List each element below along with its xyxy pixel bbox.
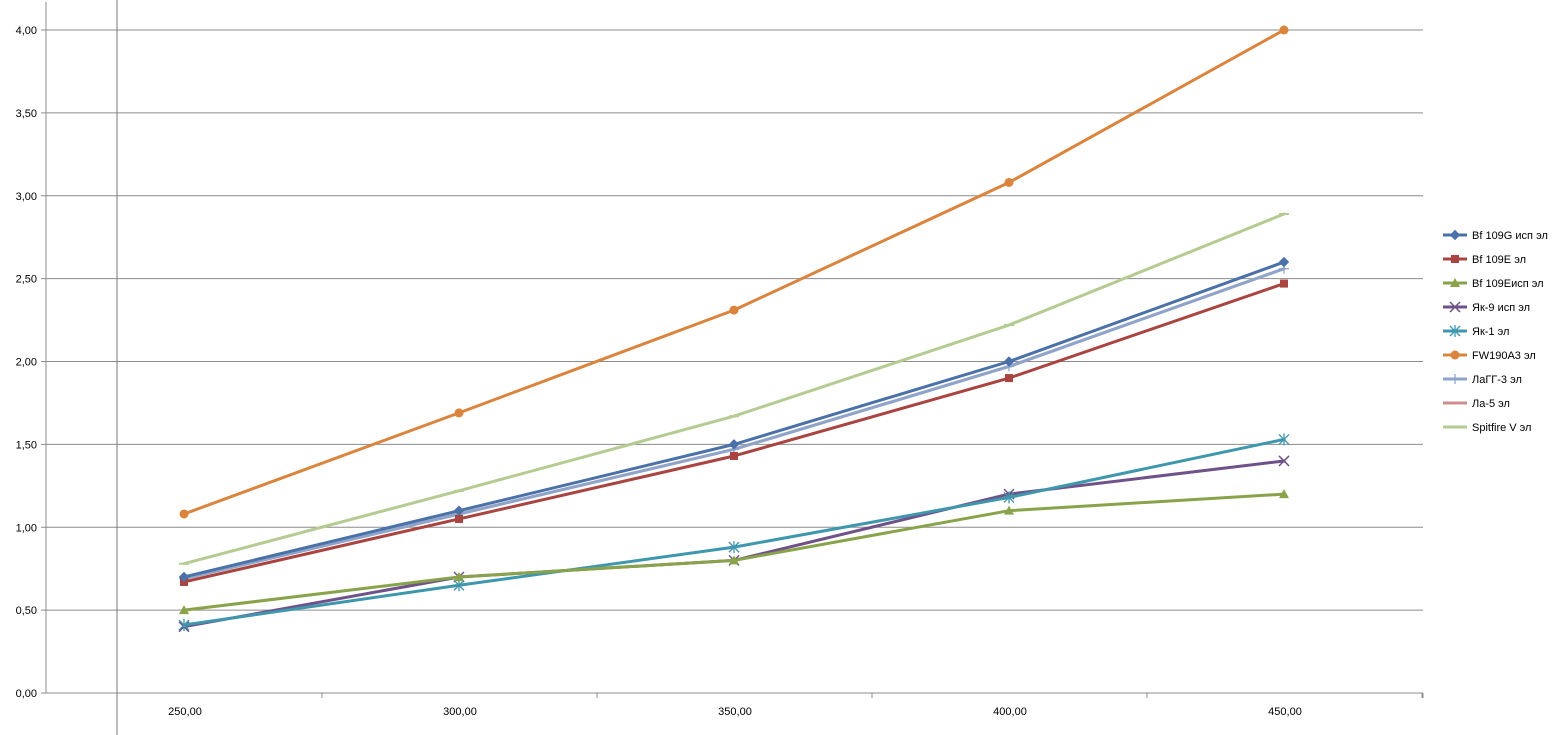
legend-label: Bf 109G исп эл: [1472, 230, 1548, 242]
legend-marker: [1451, 255, 1459, 263]
x-tick-label: 300,00: [443, 706, 477, 718]
gridlines: [46, 29, 1423, 694]
data-point: [1278, 455, 1290, 467]
data-point: [179, 509, 189, 519]
data-point: [729, 555, 739, 565]
legend-label: Як-9 исп эл: [1472, 302, 1530, 314]
series-3: [179, 489, 1289, 615]
series-line: [182, 212, 1286, 566]
data-point: [454, 408, 464, 418]
series-9: [179, 212, 1289, 566]
series-line: [182, 267, 1286, 581]
legend-item: Bf 109Eисп эл: [1443, 278, 1544, 290]
data-point: [728, 541, 740, 554]
y-tick-label: 4,00: [16, 25, 37, 37]
legend-item: Bf 109G исп эл: [1443, 229, 1548, 242]
data-point: [453, 579, 465, 592]
series-lines: [178, 25, 1290, 633]
series-1: [178, 256, 1290, 583]
axes: [41, 0, 1424, 735]
legend-item: Як-9 исп эл: [1443, 301, 1530, 314]
data-point: [730, 451, 738, 460]
legend-item: Spitfire V эл: [1443, 422, 1531, 434]
x-tick-labels: 250,00 300,00 350,00 400,00 450,00: [168, 706, 1302, 718]
legend-item: Bf 109E эл: [1443, 254, 1526, 266]
y-tick-label: 3,50: [16, 108, 37, 120]
legend-item: ЛаГГ-3 эл: [1443, 374, 1522, 386]
data-point: [1004, 177, 1014, 187]
y-tick-label: 0,50: [16, 605, 37, 617]
legend-label: Ла-5 эл: [1472, 398, 1510, 410]
data-point: [178, 619, 190, 632]
legend-item: FW190A3 эл: [1443, 350, 1536, 362]
legend-item: Ла-5 эл: [1443, 398, 1510, 410]
legend-label: FW190A3 эл: [1472, 350, 1536, 362]
legend-marker: [1450, 374, 1460, 384]
data-point: [179, 605, 189, 615]
legend-label: Bf 109E эл: [1472, 254, 1526, 266]
data-point: [1003, 356, 1015, 367]
y-tick-labels: 0,00 0,50 1,00 1,50 2,00 2,50 3,00 3,50 4,00: [16, 25, 37, 700]
data-point: [455, 514, 463, 523]
series-line: [182, 267, 1286, 581]
legend-label: Bf 109Eисп эл: [1472, 278, 1544, 290]
legend-marker: [1449, 301, 1461, 313]
data-point: [729, 305, 739, 315]
data-point: [178, 571, 190, 583]
legend-marker: [1449, 325, 1461, 337]
y-tick-label: 3,00: [16, 191, 37, 203]
legend-label: Spitfire V эл: [1472, 422, 1531, 434]
legend-item: Як-1 эл: [1443, 325, 1509, 338]
legend-label: ЛаГГ-3 эл: [1472, 374, 1522, 386]
data-point: [1004, 505, 1014, 515]
series-6: [179, 25, 1289, 519]
legend-marker: [1450, 350, 1460, 360]
x-tick-label: 250,00: [168, 706, 202, 718]
series-8: [182, 267, 1286, 581]
legend-label: Як-1 эл: [1472, 326, 1509, 338]
legend-marker: [1450, 278, 1460, 287]
x-tick-label: 450,00: [1268, 706, 1302, 718]
data-point: [1279, 25, 1289, 35]
legend: Bf 109G исп эл Bf 109E эл Bf 109Eисп эл Як-…: [1443, 229, 1548, 434]
data-point: [1279, 489, 1289, 499]
data-point: [453, 505, 465, 516]
x-tick-label: 400,00: [993, 706, 1027, 718]
data-point: [1005, 374, 1013, 383]
y-tick-label: 2,50: [16, 274, 37, 286]
y-tick-label: 1,00: [16, 522, 37, 534]
data-point: [1003, 491, 1015, 504]
series-5: [178, 433, 1290, 632]
data-point: [728, 439, 740, 450]
y-tick-label: 1,50: [16, 439, 37, 451]
data-point: [454, 571, 464, 581]
data-point: [1278, 256, 1290, 268]
data-point: [1278, 433, 1290, 446]
y-tick-label: 0,00: [16, 688, 37, 700]
y-tick-label: 2,00: [16, 357, 37, 369]
x-tick-label: 350,00: [718, 706, 752, 718]
data-point: [1280, 279, 1288, 288]
legend-marker: [1449, 229, 1461, 241]
